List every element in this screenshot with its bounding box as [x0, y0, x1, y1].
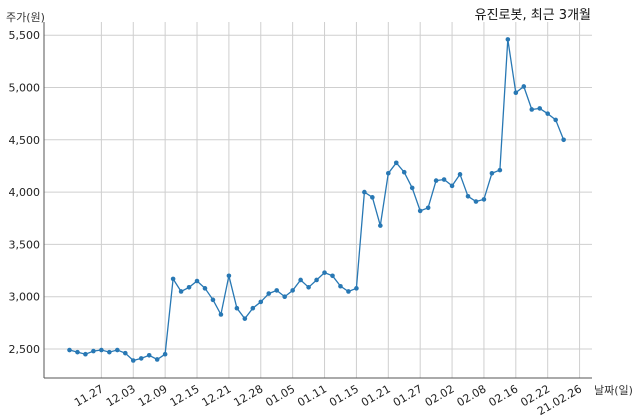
data-point [449, 183, 455, 189]
data-point [386, 170, 391, 176]
x-tick-label: 01.11 [295, 382, 329, 409]
data-point [314, 277, 319, 283]
data-point [178, 289, 184, 294]
data-point [330, 273, 335, 279]
y-tick-label: 2,500 [9, 343, 41, 356]
data-point [481, 197, 487, 202]
data-point [218, 312, 224, 317]
x-tick-label: 02.02 [423, 382, 457, 409]
x-tick-label: 01.27 [391, 382, 425, 409]
x-tick-label: 02.08 [455, 382, 489, 409]
data-point [91, 348, 96, 354]
data-point [409, 185, 415, 191]
y-tick-label: 4,500 [9, 134, 41, 147]
data-point [266, 291, 272, 296]
data-point [505, 37, 511, 42]
data-point [274, 288, 280, 293]
data-point [75, 349, 80, 355]
data-point [425, 205, 431, 211]
x-tick-label: 01.21 [359, 382, 393, 409]
x-tick-label: 01.15 [327, 382, 361, 409]
data-point [346, 289, 351, 294]
data-point [210, 297, 216, 303]
x-tick-label: 11.27 [72, 382, 106, 409]
axes [43, 22, 592, 379]
chart-title: 유진로봇, 최근 3개월 [475, 8, 591, 23]
data-point [322, 270, 327, 275]
data-point [370, 195, 375, 200]
data-point [107, 349, 112, 355]
data-point [513, 90, 519, 96]
data-point [521, 84, 527, 89]
data-point [67, 347, 72, 353]
x-tick-label: 12.15 [168, 382, 202, 409]
data-point [338, 283, 343, 289]
data-point [290, 288, 295, 293]
data-point [433, 178, 439, 183]
data-point [465, 193, 471, 199]
data-point [545, 111, 550, 116]
y-tick-label: 4,000 [9, 186, 41, 199]
data-point [130, 358, 136, 363]
data-point [298, 277, 303, 283]
data-point [553, 117, 558, 123]
data-point [393, 160, 399, 166]
series-line-group [67, 37, 566, 363]
data-point [122, 350, 128, 356]
data-point [186, 284, 192, 290]
x-tick-label: 02.16 [487, 382, 521, 409]
x-tick-label: 12.09 [136, 382, 170, 409]
data-point [354, 286, 359, 291]
data-point [115, 347, 120, 353]
data-point [242, 316, 248, 321]
data-point [138, 356, 144, 361]
data-point [202, 286, 208, 291]
data-point [99, 347, 104, 353]
data-point [170, 276, 176, 282]
data-point [83, 351, 88, 357]
data-point [226, 273, 232, 279]
data-point [146, 352, 152, 358]
y-tick-label: 3,000 [9, 291, 41, 304]
x-axis-label: 날짜(일) [594, 383, 633, 397]
data-point [561, 137, 566, 143]
x-tick-label: 12.21 [200, 382, 234, 409]
data-point [489, 170, 495, 176]
grid-lines [44, 22, 592, 378]
x-tick-label: 01.05 [263, 382, 297, 409]
data-point [417, 208, 423, 214]
y-tick-label: 5,000 [9, 82, 41, 95]
data-point [457, 172, 463, 177]
data-point [529, 107, 535, 112]
data-point [162, 351, 168, 357]
data-point [194, 278, 200, 284]
data-point [441, 177, 447, 182]
data-point [362, 189, 367, 195]
y-axis-label: 주가(원) [6, 11, 45, 24]
y-tick-label: 5,500 [9, 29, 41, 42]
data-point [250, 305, 256, 311]
x-tick-label: 12.28 [232, 382, 266, 409]
data-point [378, 223, 383, 228]
y-tick-label: 3,500 [9, 238, 41, 251]
data-point [537, 106, 543, 111]
data-point [401, 169, 407, 175]
data-point [497, 167, 503, 173]
data-point [154, 357, 160, 362]
x-tick-label: 12.03 [104, 382, 138, 409]
data-point [234, 305, 240, 311]
data-point [473, 199, 479, 204]
data-point [306, 284, 311, 290]
data-point [258, 299, 264, 305]
data-point [282, 294, 287, 300]
